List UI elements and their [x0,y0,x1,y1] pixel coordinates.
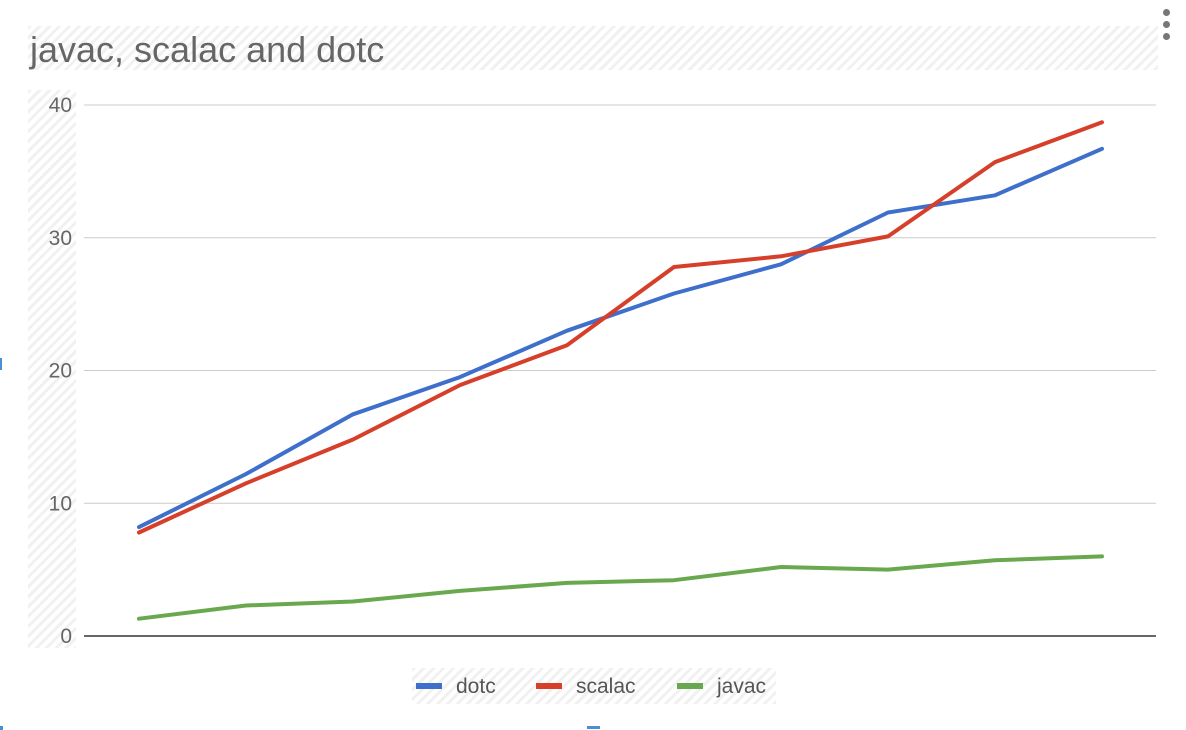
more-vert-icon-dot [1162,20,1170,28]
series-line-dotc [137,146,1104,530]
y-tick-label: 40 [49,94,72,117]
y-axis-background [28,90,76,648]
more-vert-icon-dot [1162,32,1170,40]
legend-label-dotc: dotc [456,675,496,698]
y-tick-label: 0 [60,625,72,648]
edge-marker [587,726,600,729]
legend-label-javac: javac [716,675,766,698]
edge-marker [0,726,3,730]
series-line-javac [137,554,1104,621]
edge-marker [0,358,2,370]
y-tick-label: 10 [49,492,72,515]
y-tick-label: 30 [49,227,72,250]
legend-label-scalac: scalac [576,675,636,698]
y-tick-label: 20 [49,360,72,383]
more-vert-icon [1162,8,1170,16]
legend-background [412,668,776,704]
series-line-scalac [137,120,1104,535]
title-background [28,26,1158,70]
more-options-button[interactable] [1152,6,1180,42]
chart-title: javac, scalac and dotc [30,29,385,70]
